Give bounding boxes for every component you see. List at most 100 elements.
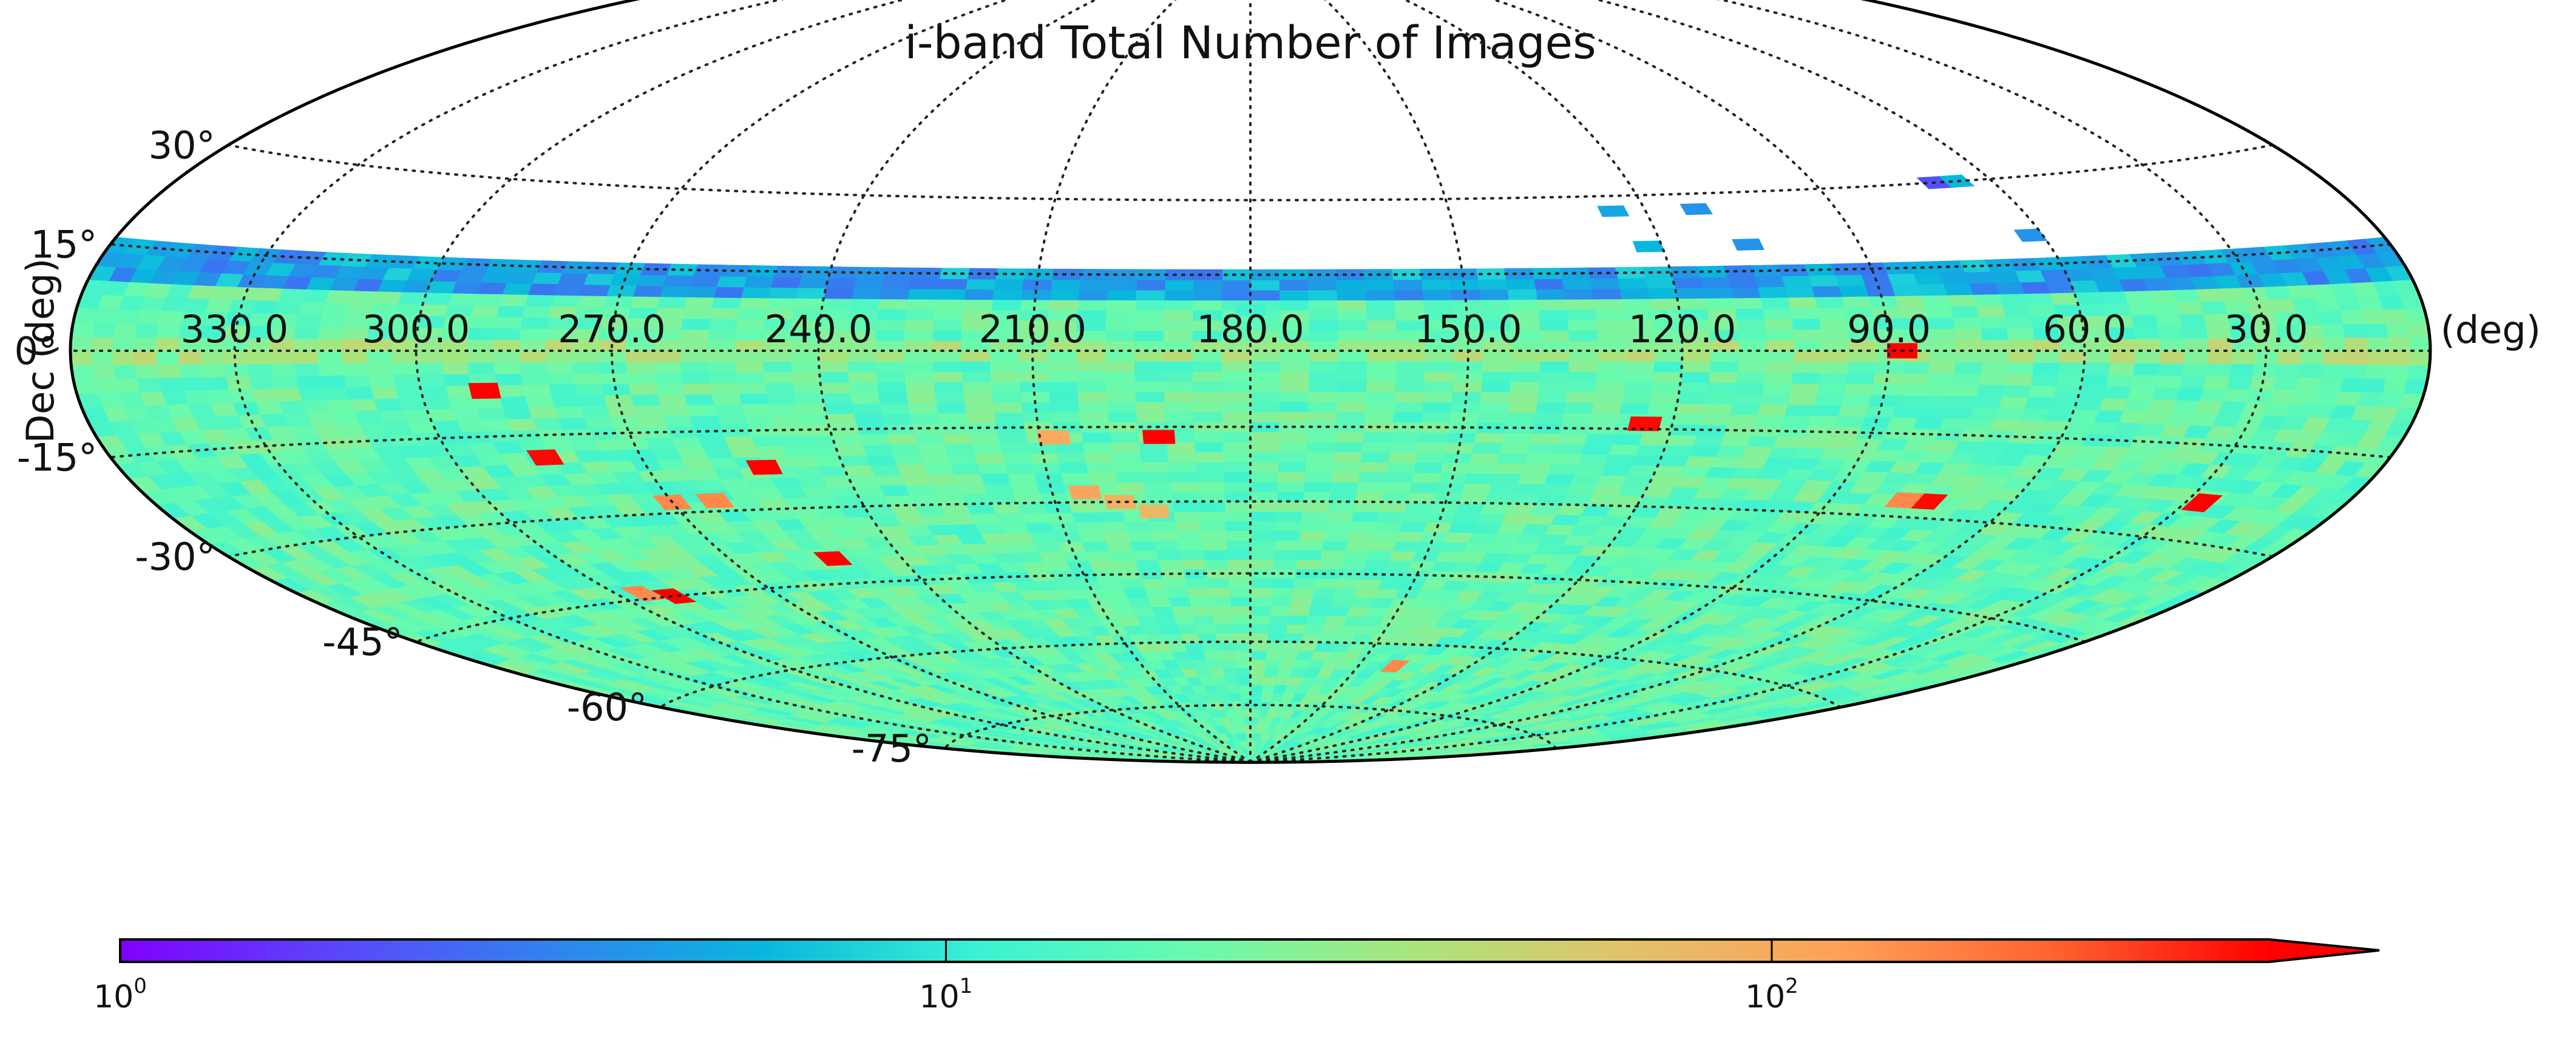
heatmap-cell: [2365, 336, 2389, 351]
heatmap-cell: [2132, 362, 2160, 376]
heatmap-cell: [1210, 605, 1232, 616]
heatmap-cell: [1692, 434, 1724, 447]
heatmap-cell: [1221, 370, 1251, 382]
heatmap-cell: [818, 360, 848, 373]
heatmap-cell: [735, 371, 765, 384]
heatmap-cells: [70, 174, 2431, 763]
heatmap-cell: [989, 350, 1019, 362]
heatmap-cell: [2057, 362, 2085, 375]
heatmap-cell: [1702, 286, 1734, 299]
heatmap-cell: [1107, 550, 1136, 561]
heatmap-cell: [1221, 381, 1251, 392]
heatmap-cell: [1137, 569, 1164, 580]
heatmap-cell: [2382, 377, 2408, 394]
heatmap-cell: [1264, 658, 1281, 669]
heatmap-cell: [1268, 614, 1290, 625]
heatmap-cell: [736, 307, 767, 320]
heatmap-cell: [1899, 372, 1928, 385]
heatmap-cell: [869, 464, 901, 476]
heatmap-cell: [1789, 307, 1820, 319]
heatmap-cell: [1259, 692, 1273, 702]
heatmap-cell: [1303, 471, 1333, 482]
heatmap-cell: [1334, 431, 1364, 443]
heatmap-cell: [2226, 375, 2253, 390]
heatmap-cell: [1335, 411, 1366, 422]
heatmap-cell: [1304, 461, 1334, 473]
heatmap-cell: [1447, 522, 1477, 533]
heatmap-cell: [1406, 492, 1436, 503]
heatmap-cell: [134, 323, 159, 338]
heatmap-cell: [1304, 451, 1335, 462]
heatmap-cell: [960, 350, 990, 362]
heatmap-cell: [2077, 385, 2107, 399]
heatmap-cell: [1584, 433, 1615, 445]
heatmap-cell: [1230, 605, 1251, 616]
heatmap-cell: [2107, 362, 2135, 376]
heatmap-cell: [707, 360, 736, 373]
heatmap-cell: [1499, 442, 1530, 454]
heatmap-cell: [1818, 317, 1848, 330]
heatmap-cell: [1060, 472, 1090, 483]
heatmap-cell: [1998, 293, 2029, 306]
heatmap-cell: [1676, 392, 1708, 404]
heatmap-cell: [825, 413, 857, 425]
heatmap-cell: [1414, 452, 1445, 464]
heatmap-cell: [367, 374, 396, 387]
heatmap-cell: [2001, 304, 2031, 317]
heatmap-cell: [1147, 597, 1171, 607]
heatmap-cell: [934, 493, 966, 506]
heatmap-cell: [1567, 319, 1598, 331]
heatmap-cell: [1292, 578, 1317, 589]
heatmap-cell: [501, 282, 533, 295]
heatmap-cell: [550, 294, 581, 307]
heatmap-cell: [1278, 658, 1296, 669]
heatmap-cell: [1837, 285, 1869, 297]
heatmap-cell: [680, 317, 710, 330]
heatmap-cell: [1111, 452, 1141, 463]
heatmap-cell: [1741, 445, 1774, 458]
heatmap-cell: [467, 327, 495, 340]
heatmap-cell: [134, 364, 159, 379]
heatmap-cell: [1235, 658, 1251, 669]
heatmap-cell: [1482, 360, 1512, 372]
heatmap-cell: [1364, 289, 1395, 300]
heatmap-cell: [200, 350, 225, 365]
heatmap-cell: [1170, 491, 1199, 502]
heatmap-cell: [1672, 413, 1703, 425]
heatmap-cell: [1624, 371, 1654, 383]
heatmap-cell: [1307, 289, 1337, 301]
heatmap-cell: [1439, 541, 1469, 553]
heatmap-cell: [1222, 481, 1251, 492]
heatmap-cell: [1846, 361, 1876, 373]
heatmap-cell: [1131, 549, 1159, 561]
colorbar-tick-label: 102: [1745, 974, 1798, 1015]
heatmap-cell: [795, 402, 827, 414]
heatmap-cell: [1951, 316, 1981, 329]
heatmap-cell: [1513, 483, 1545, 495]
heatmap-cell: [1225, 540, 1251, 550]
heatmap-cell: [878, 402, 910, 414]
heatmap-cell: [819, 381, 850, 393]
heatmap-cell: [2175, 300, 2204, 315]
heatmap-cell: [1373, 521, 1402, 532]
heatmap-cell: [1198, 501, 1225, 512]
heatmap-cell: [904, 484, 936, 496]
heatmap-cell: [989, 360, 1019, 372]
heatmap-cell: [1135, 279, 1166, 291]
heatmap-cell: [1505, 502, 1536, 515]
heatmap-cell: [1588, 412, 1621, 424]
heatmap-cell: [1709, 456, 1743, 468]
heatmap-cell: [1193, 441, 1223, 453]
heatmap-cell: [1355, 481, 1385, 493]
heatmap-cell: [1816, 382, 1846, 395]
heatmap-cell: [1595, 319, 1626, 331]
heatmap-cell: [1963, 271, 1995, 284]
heatmap-cell: [1352, 501, 1381, 512]
heatmap-cell: [1049, 411, 1080, 423]
heatmap-cell: [1423, 370, 1454, 382]
heatmap-cell: [922, 463, 954, 475]
heatmap-cell: [740, 403, 771, 416]
heatmap-cell: [1250, 558, 1274, 569]
heatmap-cell: [909, 412, 940, 424]
heatmap-cell: [1067, 501, 1097, 513]
